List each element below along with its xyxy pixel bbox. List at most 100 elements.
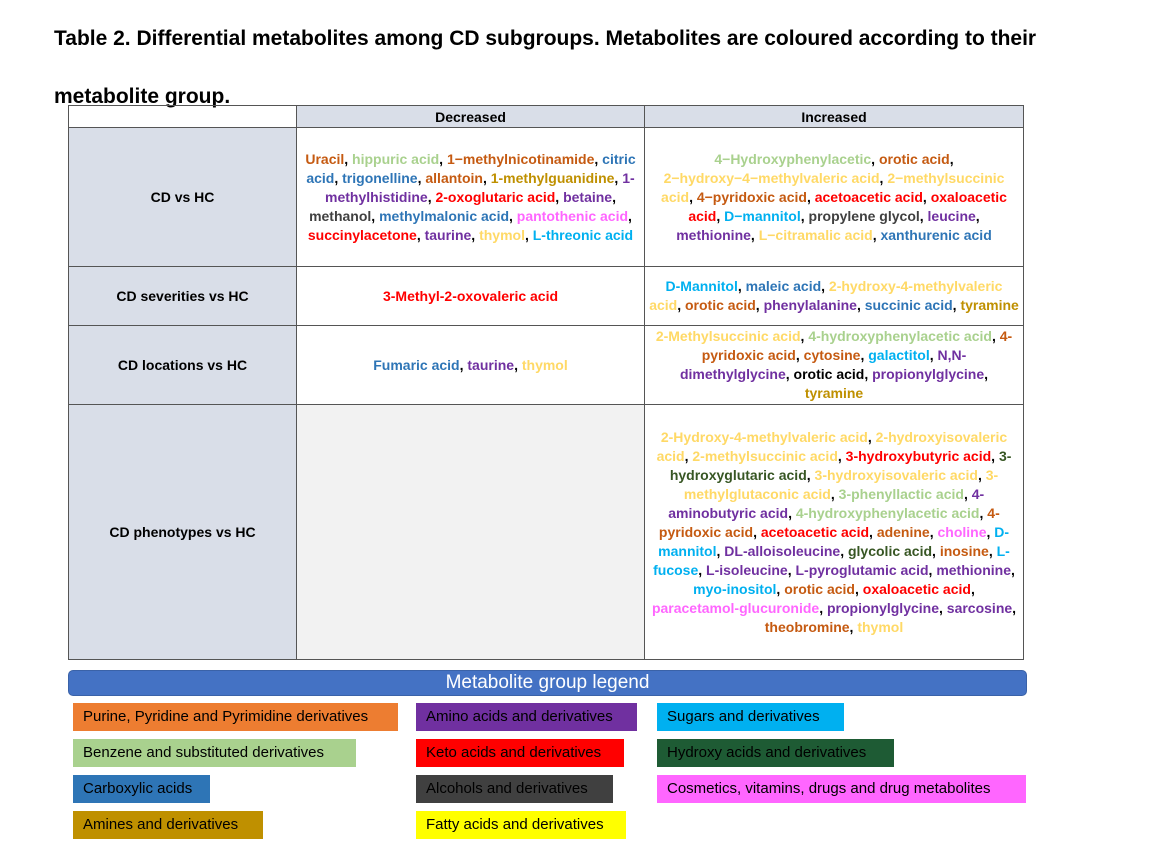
metabolite-name: thymol (479, 226, 525, 243)
row-label: CD phenotypes vs HC (68, 404, 297, 660)
metabolite-name: betaine (563, 188, 613, 205)
metabolite-name: taurine (424, 226, 472, 243)
metabolite-name: adenine (876, 523, 930, 540)
legend-item: Amino acids and derivatives (416, 703, 637, 731)
metabolite-name: 3-phenyllactic acid (838, 485, 964, 502)
metabolite-name: 4-pyridoxic acid (658, 504, 1000, 540)
metabolite-name: 4-pyridoxic acid (701, 328, 1013, 363)
metabolite-name: 1-methylguanidine (490, 169, 615, 186)
decreased-cell: Uracil, hippuric acid, 1−methylnicotinam… (296, 127, 645, 267)
header-decreased: Decreased (296, 105, 645, 128)
metabolite-name: methylmalonic acid (379, 207, 510, 224)
legend-item: Keto acids and derivatives (416, 739, 624, 767)
table-row: CD locations vs HC Fumaric acid, taurine… (68, 325, 1024, 405)
legend-item: Purine, Pyridine and Pyrimidine derivati… (73, 703, 398, 731)
metabolite-name: phenylalanine (763, 297, 857, 313)
metabolite-name: hippuric acid (352, 150, 440, 167)
metabolite-name: 3-hydroxybutyric acid (845, 447, 992, 464)
metabolite-name: 3-methylglutaconic acid (683, 466, 999, 502)
metabolite-name: succinylacetone (307, 226, 417, 243)
metabolite-name: succinic acid (864, 297, 953, 313)
metabolite-name: orotic acid (784, 580, 855, 597)
metabolite-name: D-mannitol (658, 523, 1010, 559)
metabolite-name: choline (937, 523, 987, 540)
metabolite-name: 2−hydroxy−4−methylvaleric acid (663, 169, 880, 186)
metabolite-name: oxaloacetic acid (688, 188, 1007, 224)
metabolite-name: L−citramalic acid (758, 226, 873, 243)
metabolite-name: 2-oxoglutaric acid (435, 188, 556, 205)
metabolite-name: 4−pyridoxic acid (696, 188, 807, 205)
header-row: Decreased Increased (68, 105, 1024, 128)
metabolite-name: maleic acid (745, 278, 822, 294)
legend-item: Cosmetics, vitamins, drugs and drug meta… (657, 775, 1026, 803)
increased-cell: 2-Hydroxy-4-methylvaleric acid, 2-hydrox… (644, 404, 1024, 660)
metabolite-name: Uracil (305, 150, 345, 167)
metabolite-name: DL-alloisoleucine (724, 542, 841, 559)
metabolite-name: L-isoleucine (706, 561, 788, 578)
legend-title: Metabolite group legend (68, 670, 1027, 696)
legend-item: Amines and derivatives (73, 811, 263, 839)
metabolite-name: 2-hydroxy-4-methylvaleric acid (649, 278, 1003, 313)
metabolite-name: 2-Hydroxy-4-methylvaleric acid (660, 428, 868, 445)
metabolite-name: 2-methylsuccinic acid (692, 447, 838, 464)
metabolite-name: oxaloacetic acid (862, 580, 971, 597)
metabolite-name: 4-hydroxyphenylacetic acid (795, 504, 980, 521)
row-label: CD vs HC (68, 127, 297, 267)
metabolite-name: orotic acid (878, 150, 950, 167)
legend-item: Sugars and derivatives (657, 703, 844, 731)
metabolite-name: sarcosine (946, 599, 1013, 616)
metabolite-name: galactitol (868, 347, 930, 363)
metabolite-name: orotic acid (685, 297, 756, 313)
metabolite-name: acetoacetic acid (814, 188, 923, 205)
metabolite-name: leucine (927, 207, 976, 224)
metabolite-name: orotic acid (793, 366, 865, 382)
metabolite-name: theobromine (764, 618, 850, 635)
metabolite-name: tyramine (804, 385, 864, 401)
row-label: CD severities vs HC (68, 266, 297, 326)
metabolite-name: propionylglycine (872, 366, 985, 382)
metabolite-name: methanol (309, 207, 372, 224)
metabolite-name: allantoin (425, 169, 483, 186)
metabolite-name: methionine (936, 561, 1011, 578)
metabolite-name: 3-hydroxyisovaleric acid (814, 466, 978, 483)
legend-item: Fatty acids and derivatives (416, 811, 626, 839)
metabolite-name: pantothenic acid (516, 207, 629, 224)
metabolite-name: L-threonic acid (532, 226, 634, 243)
metabolite-name: D−mannitol (724, 207, 801, 224)
metabolite-name: taurine (467, 356, 515, 373)
metabolite-name: 1−methylnicotinamide (446, 150, 595, 167)
metabolite-name: xanthurenic acid (880, 226, 992, 243)
metabolite-name: 4-hydroxyphenylacetic acid (808, 328, 992, 344)
table-row: CD severities vs HC 3-Methyl-2-oxovaleri… (68, 266, 1024, 326)
metabolite-name: N,N-dimethylglycine (679, 347, 967, 382)
row-label: CD locations vs HC (68, 325, 297, 405)
metabolite-name: 3-hydroxyglutaric acid (669, 447, 1012, 483)
metabolite-name: 1-methylhistidine (325, 169, 635, 205)
metabolite-name: acetoacetic acid (760, 523, 870, 540)
metabolite-name: L-fucose (653, 542, 1010, 578)
legend-item: Carboxylic acids (73, 775, 210, 803)
increased-cell: D-Mannitol, maleic acid, 2-hydroxy-4-met… (644, 266, 1024, 326)
table-title: Table 2. Differential metabolites among … (54, 27, 1037, 108)
decreased-cell: 3-Methyl-2-oxovaleric acid (296, 266, 645, 326)
metabolite-name: propionylglycine (826, 599, 939, 616)
header-blank-cell (68, 105, 297, 128)
metabolite-name: citric acid (306, 150, 636, 186)
metabolite-name: 2−methylsuccinic acid (661, 169, 1005, 205)
metabolite-name: 4−Hydroxyphenylacetic (714, 150, 872, 167)
metabolite-name: 3-Methyl-2-oxovaleric acid (382, 287, 559, 304)
metabolite-name: 2-Methylsuccinic acid (655, 328, 801, 344)
metabolite-name: methionine (676, 226, 751, 243)
legend-item: Alcohols and derivatives (416, 775, 613, 803)
metabolite-name: Fumaric acid (373, 356, 460, 373)
metabolite-name: propylene glycol (808, 207, 920, 224)
metabolites-table: Decreased Increased CD vs HC Uracil, hip… (68, 105, 1024, 660)
metabolite-name: thymol (521, 356, 568, 373)
metabolite-name: 2-hydroxyisovaleric acid (656, 428, 1008, 464)
decreased-cell: Fumaric acid, taurine, thymol (296, 325, 645, 405)
metabolite-name: 4-aminobutyric acid (668, 485, 985, 521)
increased-cell: 4−Hydroxyphenylacetic, orotic acid, 2−hy… (644, 127, 1024, 267)
decreased-cell (296, 404, 645, 660)
metabolite-name: trigonelline (342, 169, 418, 186)
metabolite-name: tyramine (960, 297, 1019, 313)
